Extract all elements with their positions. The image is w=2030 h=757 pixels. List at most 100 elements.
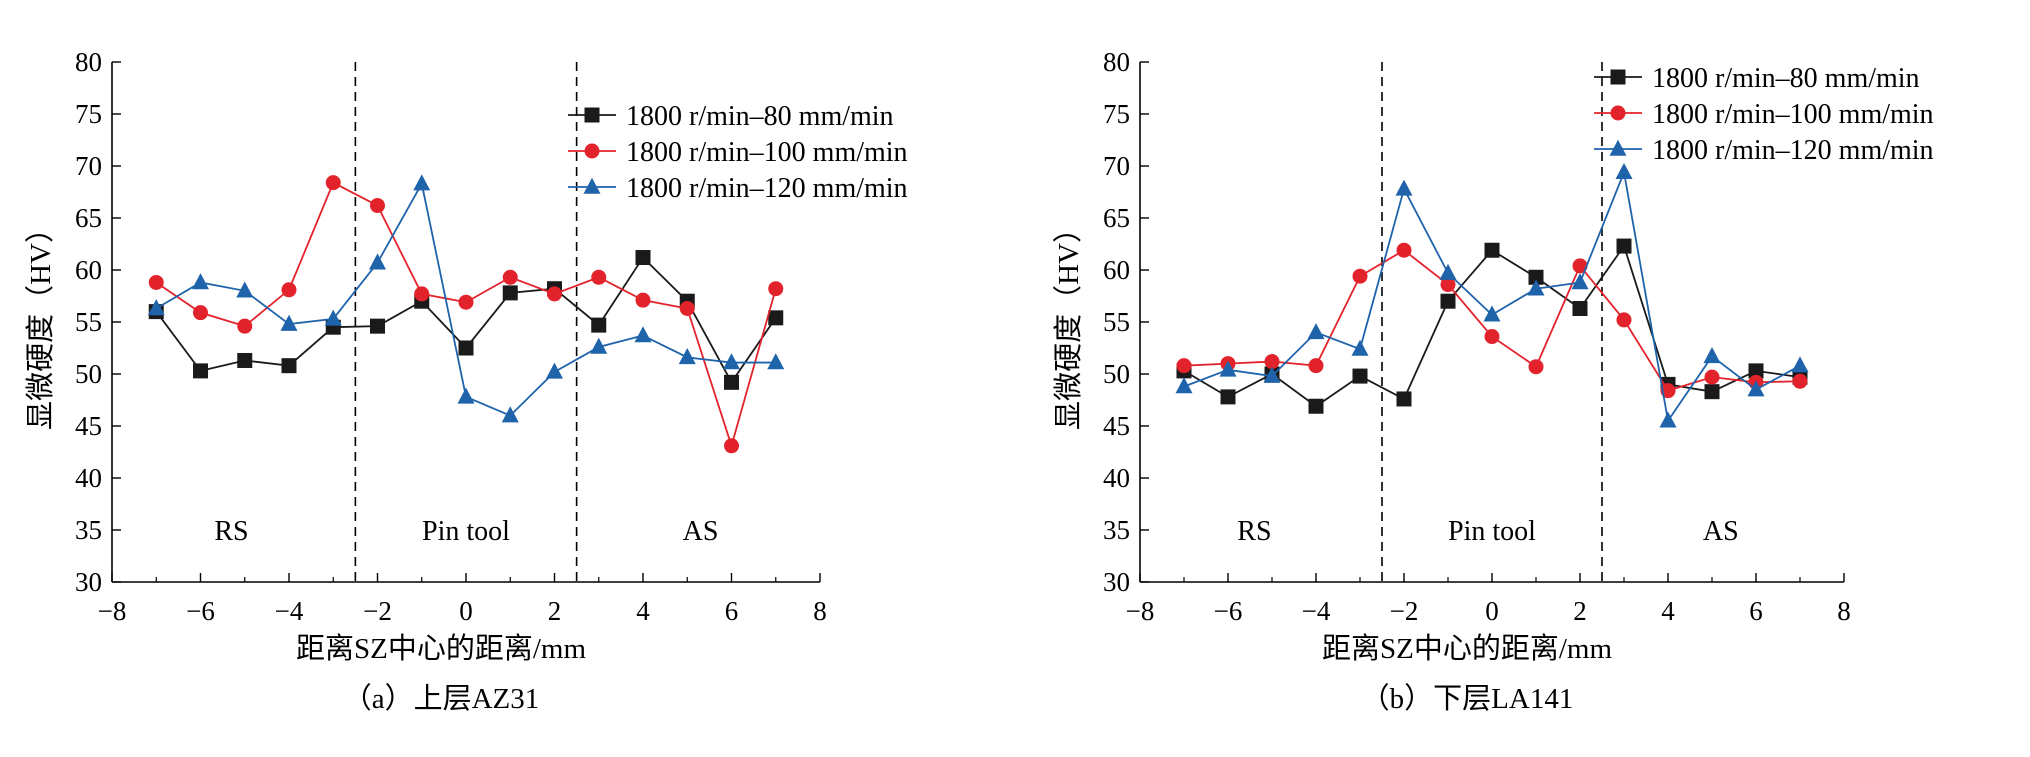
data-point <box>1704 384 1720 400</box>
data-point <box>1351 339 1369 356</box>
x-tick-label: 8 <box>1837 596 1851 626</box>
x-tick-label: 4 <box>636 596 650 626</box>
y-tick-label: 45 <box>1103 411 1130 441</box>
data-point <box>458 294 474 310</box>
data-point <box>635 250 651 266</box>
data-point <box>1747 380 1765 397</box>
data-point <box>1748 363 1764 379</box>
legend-marker <box>1610 105 1626 121</box>
y-tick-label: 75 <box>1103 99 1130 129</box>
data-point <box>1660 383 1676 399</box>
y-tick-label: 60 <box>75 255 102 285</box>
x-tick-label: 2 <box>1573 596 1587 626</box>
data-point <box>281 282 297 298</box>
chart-caption: （b）下层LA141 <box>1361 683 1574 715</box>
data-point <box>1527 279 1545 296</box>
data-point <box>413 174 431 191</box>
data-point <box>1439 263 1457 280</box>
data-point <box>148 274 164 290</box>
data-point <box>1219 360 1237 377</box>
y-tick-label: 70 <box>1103 151 1130 181</box>
series-1 <box>1176 238 1808 414</box>
y-tick-label: 50 <box>75 359 102 389</box>
legend-label: 1800 r/min–120 mm/min <box>1652 135 1934 166</box>
data-point <box>280 314 298 331</box>
data-point <box>724 438 739 454</box>
data-point <box>237 318 253 334</box>
y-tick-label: 60 <box>1103 255 1130 285</box>
data-point <box>1396 242 1412 258</box>
data-point <box>147 299 165 316</box>
y-tick-label: 80 <box>75 47 102 77</box>
legend: 1800 r/min–80 mm/min 1800 r/min–100 mm/mi… <box>1594 63 1934 166</box>
y-tick-label: 35 <box>75 515 102 545</box>
data-point <box>1396 391 1412 407</box>
y-tick-label: 55 <box>1103 307 1130 337</box>
x-tick-label: 2 <box>548 596 562 626</box>
data-point <box>1175 377 1193 394</box>
region-label: AS <box>683 516 719 547</box>
data-point <box>1483 305 1501 322</box>
legend-label: 1800 r/min–100 mm/min <box>1652 99 1934 130</box>
x-tick-label: −4 <box>275 596 304 626</box>
y-tick-label: 55 <box>75 307 102 337</box>
y-tick-label: 30 <box>75 567 102 597</box>
y-tick-label: 65 <box>75 203 102 233</box>
legend-label: 1800 r/min–120 mm/min <box>626 173 908 204</box>
data-point <box>1263 366 1281 383</box>
y-tick-label: 45 <box>75 411 102 441</box>
y-tick-label: 40 <box>1103 463 1130 493</box>
data-point <box>324 309 342 326</box>
chart-b: −8 −6 −4 −2 0 2 4 6 8 30 35 40 45 50 55 60 65 70 75 80 RS Pin… <box>1052 47 1934 715</box>
legend-item: 1800 r/min–120 mm/min <box>568 173 908 204</box>
region-label: AS <box>1703 516 1739 547</box>
data-point <box>1395 179 1413 196</box>
data-point <box>1572 300 1588 316</box>
data-point <box>679 300 695 316</box>
y-tick-label: 35 <box>1103 515 1130 545</box>
y-tick-label: 65 <box>1103 203 1130 233</box>
y-tick-label: 40 <box>75 463 102 493</box>
legend-item: 1800 r/min–80 mm/min <box>1594 63 1920 94</box>
region-label: Pin tool <box>422 516 510 547</box>
data-point <box>1308 398 1324 414</box>
region-label: RS <box>1237 516 1271 547</box>
y-tick-label: 50 <box>1103 359 1130 389</box>
x-tick-label: −6 <box>1214 596 1243 626</box>
data-point <box>1572 258 1588 274</box>
data-point <box>1176 358 1192 374</box>
x-tick-label: −2 <box>1390 596 1419 626</box>
data-point <box>590 337 608 354</box>
x-tick-label: −8 <box>98 596 127 626</box>
data-point <box>678 348 696 365</box>
data-point <box>768 310 784 326</box>
data-point <box>1308 358 1324 374</box>
data-point <box>1659 411 1677 428</box>
chart-caption: （a）上层AZ31 <box>343 683 540 715</box>
data-point <box>1352 368 1368 384</box>
chart-a: −8 −6 −4 −2 0 2 4 6 8 30 35 40 45 50 55 60 65 70 75 80 RS Pin… <box>24 47 908 715</box>
data-point <box>1307 323 1325 340</box>
legend-marker <box>583 177 601 194</box>
x-tick-label: 0 <box>1485 596 1499 626</box>
x-tick-label: 6 <box>1749 596 1763 626</box>
data-point <box>369 253 386 270</box>
series-3 <box>1175 162 1809 428</box>
data-point <box>634 326 652 343</box>
data-point <box>1528 359 1544 375</box>
data-point <box>236 281 254 298</box>
legend-label: 1800 r/min–80 mm/min <box>1652 63 1920 94</box>
data-point <box>1791 356 1809 373</box>
x-tick-label: 6 <box>725 596 739 626</box>
data-point <box>1703 347 1721 364</box>
legend-marker <box>584 107 600 123</box>
y-axis-label: 显微硬度（HV） <box>24 214 57 430</box>
data-point <box>1352 268 1368 284</box>
y-tick-label: 70 <box>75 151 102 181</box>
legend-marker <box>1609 139 1627 156</box>
data-point <box>192 273 209 290</box>
region-label: RS <box>214 516 248 547</box>
legend-label: 1800 r/min–80 mm/min <box>626 101 894 132</box>
data-point <box>1440 277 1456 293</box>
